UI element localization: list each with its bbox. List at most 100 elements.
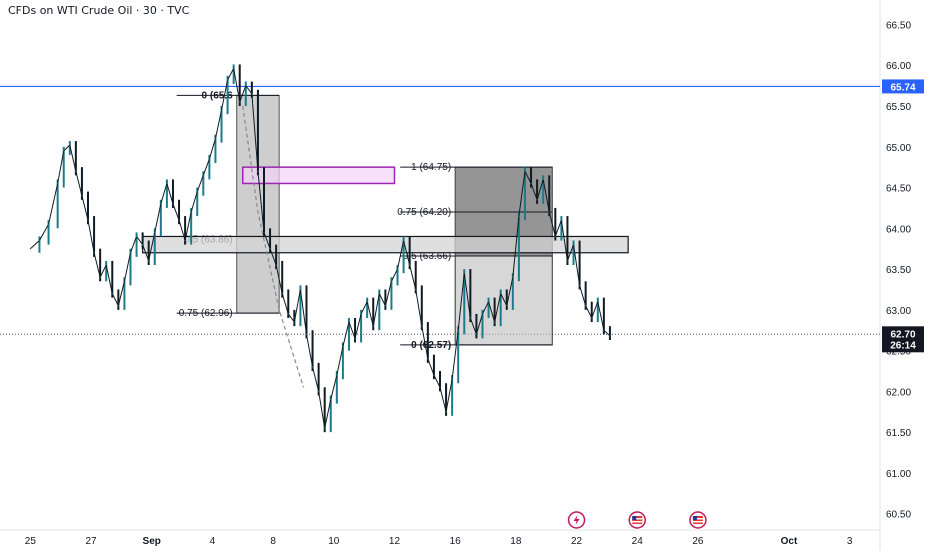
- data-point: [299, 288, 302, 291]
- flag-glyph: [632, 516, 643, 524]
- lightning-icon[interactable]: [567, 511, 586, 529]
- fib-right-label: 0.5 (63.66): [403, 251, 451, 262]
- data-point: [117, 305, 119, 307]
- data-point: [239, 101, 241, 103]
- data-point: [409, 264, 411, 266]
- data-point: [506, 305, 508, 307]
- data-point: [220, 109, 223, 111]
- x-tick-label: 16: [450, 536, 462, 547]
- data-point: [129, 252, 132, 254]
- fib-left-label: 0 (65.6: [202, 90, 234, 101]
- data-point: [172, 203, 174, 205]
- data-point: [445, 411, 447, 413]
- y-tick-label: 61.00: [886, 469, 911, 480]
- us-flag-icon[interactable]: [628, 511, 646, 529]
- y-tick-label: 66.50: [886, 20, 911, 31]
- data-point: [293, 321, 295, 323]
- data-point: [421, 325, 423, 327]
- data-point: [257, 170, 259, 172]
- data-point: [233, 67, 235, 70]
- data-point: [311, 366, 314, 368]
- x-tick-label: 26: [692, 536, 704, 547]
- data-point: [372, 325, 374, 327]
- chart-title: CFDs on WTI Crude Oil · 30 · TVC: [8, 4, 190, 17]
- x-tick-label: Sep: [143, 536, 161, 547]
- data-point: [415, 288, 417, 291]
- data-point: [378, 292, 380, 295]
- data-point: [190, 211, 192, 213]
- fib-left-label: 0.75 (62.96): [179, 308, 233, 319]
- data-point: [548, 211, 550, 213]
- data-point: [245, 85, 247, 87]
- data-point: [566, 260, 569, 262]
- data-point: [75, 170, 77, 172]
- fib-right-label: 0.75 (64.20): [397, 207, 451, 218]
- data-point: [475, 333, 478, 335]
- data-point: [585, 305, 587, 307]
- y-tick-label: 62.00: [886, 387, 911, 398]
- data-point: [536, 199, 538, 201]
- data-point: [336, 374, 338, 376]
- data-point: [524, 170, 526, 172]
- projection-dashed-line: [242, 105, 305, 388]
- data-point: [433, 374, 435, 376]
- price-tag-countdown: 26:14: [890, 340, 916, 351]
- flag-stripe: [632, 518, 643, 520]
- data-point: [330, 398, 332, 401]
- x-tick-label: 8: [270, 536, 276, 547]
- x-tick-label: 18: [510, 536, 522, 547]
- price-tag-label: 65.74: [890, 82, 915, 93]
- flag-canton: [692, 516, 697, 520]
- x-tick-label: 24: [632, 536, 644, 547]
- data-point: [69, 144, 71, 146]
- data-point: [342, 345, 344, 348]
- data-point: [251, 93, 253, 95]
- x-tick-label: 3: [847, 536, 853, 547]
- y-tick-label: 63.00: [886, 306, 911, 317]
- data-point: [196, 191, 198, 193]
- data-point: [105, 264, 107, 266]
- x-tick-label: 22: [571, 536, 583, 547]
- data-point: [427, 358, 429, 360]
- data-point: [99, 276, 101, 278]
- data-point: [38, 239, 41, 242]
- data-point: [360, 313, 362, 315]
- data-point: [609, 335, 611, 337]
- x-tick-label: 10: [328, 536, 340, 547]
- fib-right-label: 0 (62.57): [411, 340, 451, 351]
- data-point: [29, 248, 31, 250]
- data-point: [263, 231, 265, 233]
- x-tick-label: Oct: [781, 536, 798, 547]
- y-tick-label: 65.50: [886, 102, 911, 113]
- data-point: [457, 329, 459, 331]
- data-point: [354, 337, 356, 339]
- data-point: [597, 301, 599, 303]
- data-point: [463, 272, 465, 274]
- data-point: [208, 158, 210, 160]
- data-point: [135, 235, 138, 238]
- y-tick-label: 65.00: [886, 143, 911, 154]
- data-point: [81, 195, 83, 197]
- us-flag-icon[interactable]: [689, 511, 707, 529]
- price-tag-bg: [882, 326, 924, 353]
- y-tick-label: 61.50: [886, 428, 911, 439]
- flag-glyph: [692, 516, 703, 524]
- data-point: [512, 276, 514, 278]
- data-point: [487, 301, 490, 303]
- data-point: [591, 317, 593, 319]
- data-point: [269, 248, 271, 250]
- purple-zone: [242, 166, 396, 185]
- price-series: [29, 64, 611, 433]
- x-tick-label: 25: [25, 536, 37, 547]
- data-point: [366, 301, 368, 303]
- price-tag-bg: [882, 79, 924, 94]
- data-point: [166, 182, 168, 185]
- data-point: [402, 239, 405, 242]
- data-point: [469, 317, 471, 319]
- data-point: [287, 313, 289, 315]
- data-point: [451, 378, 453, 380]
- y-tick-label: 64.50: [886, 184, 911, 195]
- y-tick-label: 66.00: [886, 61, 911, 72]
